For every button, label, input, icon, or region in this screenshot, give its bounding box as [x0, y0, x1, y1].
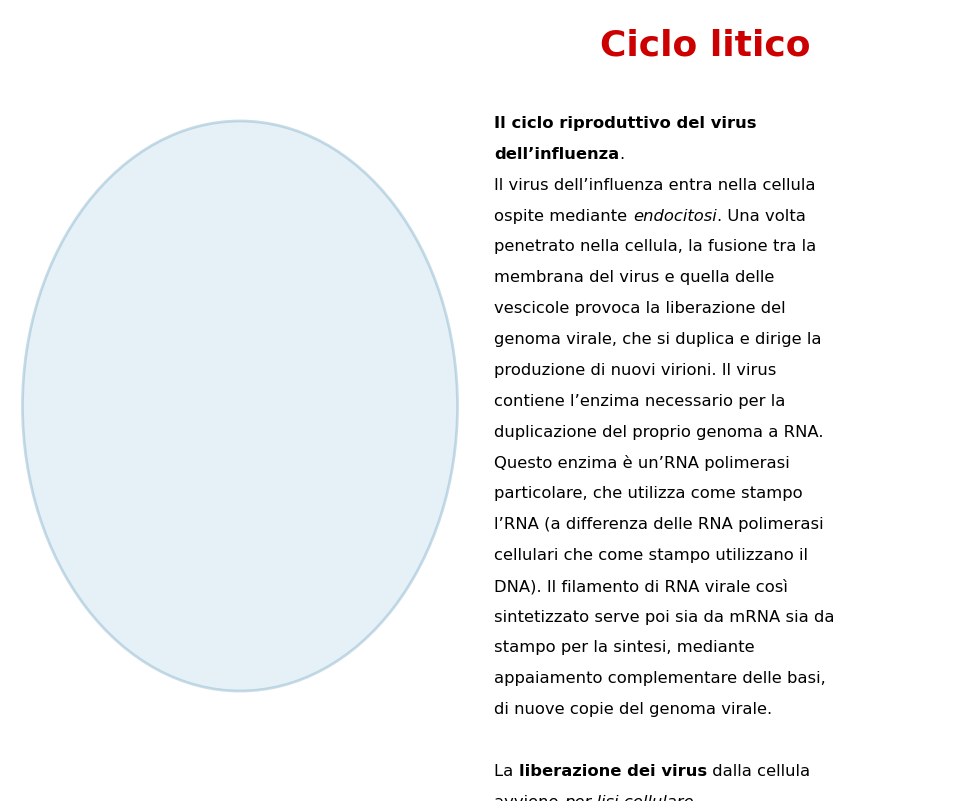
Text: di nuove copie del genoma virale.: di nuove copie del genoma virale.: [494, 702, 773, 717]
Text: Questo enzima è un’RNA polimerasi: Questo enzima è un’RNA polimerasi: [494, 455, 790, 471]
Text: avviene: avviene: [494, 795, 564, 801]
Text: per lisi cellulare: per lisi cellulare: [564, 795, 694, 801]
Text: genoma virale, che si duplica e dirige la: genoma virale, che si duplica e dirige l…: [494, 332, 822, 347]
Text: penetrato nella cellula, la fusione tra la: penetrato nella cellula, la fusione tra …: [494, 239, 817, 255]
Text: duplicazione del proprio genoma a RNA.: duplicazione del proprio genoma a RNA.: [494, 425, 824, 440]
Text: stampo per la sintesi, mediante: stampo per la sintesi, mediante: [494, 640, 755, 655]
Text: La: La: [494, 763, 519, 779]
Text: membrana del virus e quella delle: membrana del virus e quella delle: [494, 270, 775, 285]
Text: endocitosi: endocitosi: [633, 208, 716, 223]
Text: liberazione dei virus: liberazione dei virus: [519, 763, 707, 779]
Text: particolare, che utilizza come stampo: particolare, che utilizza come stampo: [494, 486, 803, 501]
Text: Il virus dell’influenza entra nella cellula: Il virus dell’influenza entra nella cell…: [494, 178, 816, 193]
Ellipse shape: [22, 121, 458, 691]
Text: .: .: [694, 795, 699, 801]
Text: vescicole provoca la liberazione del: vescicole provoca la liberazione del: [494, 301, 786, 316]
Text: . Una volta: . Una volta: [716, 208, 805, 223]
Text: dalla cellula: dalla cellula: [707, 763, 810, 779]
Text: Ciclo litico: Ciclo litico: [600, 28, 811, 62]
Text: ospite mediante: ospite mediante: [494, 208, 633, 223]
Text: l’RNA (a differenza delle RNA polimerasi: l’RNA (a differenza delle RNA polimerasi: [494, 517, 824, 532]
Text: contiene l’enzima necessario per la: contiene l’enzima necessario per la: [494, 393, 786, 409]
Text: appaiamento complementare delle basi,: appaiamento complementare delle basi,: [494, 671, 827, 686]
Text: dell’influenza: dell’influenza: [494, 147, 619, 162]
Text: Il ciclo riproduttivo del virus: Il ciclo riproduttivo del virus: [494, 116, 756, 131]
Text: cellulari che come stampo utilizzano il: cellulari che come stampo utilizzano il: [494, 548, 808, 563]
Text: sintetizzato serve poi sia da mRNA sia da: sintetizzato serve poi sia da mRNA sia d…: [494, 610, 835, 625]
Text: produzione di nuovi virioni. Il virus: produzione di nuovi virioni. Il virus: [494, 363, 777, 378]
Text: .: .: [619, 147, 625, 162]
Text: DNA). Il filamento di RNA virale così: DNA). Il filamento di RNA virale così: [494, 578, 788, 594]
